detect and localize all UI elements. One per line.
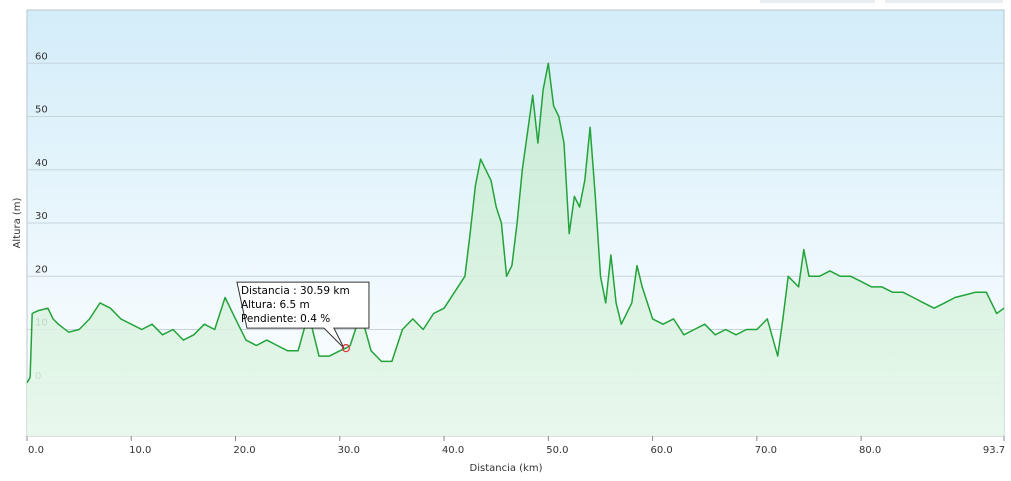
legend-box — [760, 0, 875, 3]
x-tick-label: 40.0 — [442, 445, 464, 456]
x-tick-label: 93.7 — [983, 445, 1005, 456]
x-tick-label: 80.0 — [859, 445, 881, 456]
x-tick-label: 60.0 — [650, 445, 672, 456]
y-tick-label: 30 — [35, 211, 48, 222]
x-tick-label: 10.0 — [129, 445, 151, 456]
tooltip-point — [341, 344, 351, 353]
tooltip-text: Distancia : 30.59 km — [241, 285, 350, 297]
y-tick-label: 40 — [35, 158, 48, 169]
legend-box — [885, 0, 1003, 3]
tooltip-text: Pendiente: 0.4 % — [241, 313, 330, 325]
x-tick-label: 30.0 — [338, 445, 360, 456]
x-tick-label: 20.0 — [233, 445, 255, 456]
x-tick-label: 0.0 — [28, 445, 44, 456]
y-axis-label: Altura (m) — [12, 197, 23, 248]
y-tick-label: 60 — [35, 51, 48, 62]
y-tick-label: 50 — [35, 105, 48, 116]
line — [26, 62, 1005, 384]
x-tick-label: 70.0 — [755, 445, 777, 456]
tooltip-box — [236, 281, 370, 349]
x-tick-label: 50.0 — [546, 445, 568, 456]
y-tick-label: 20 — [35, 264, 48, 275]
x-axis-label: Distancia (km) — [470, 463, 543, 474]
tooltip-text: Altura: 6.5 m — [241, 299, 310, 311]
